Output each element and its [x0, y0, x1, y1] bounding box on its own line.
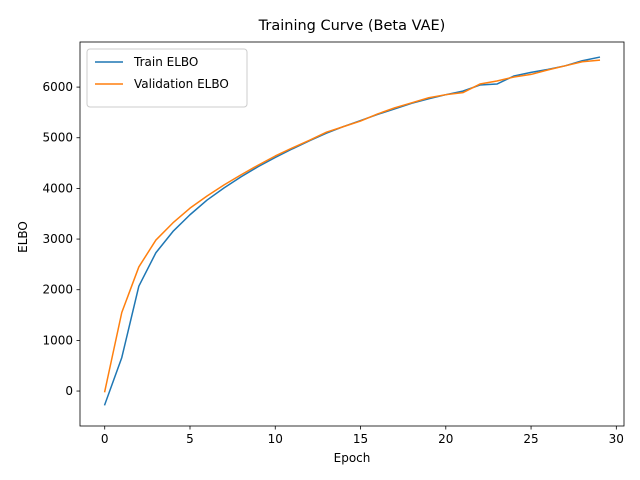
x-tick-label: 0	[101, 432, 109, 446]
series-line-1	[103, 59, 601, 393]
chart-title: Training Curve (Beta VAE)	[258, 18, 446, 34]
x-tick-label: 25	[523, 432, 538, 446]
y-axis-label: ELBO	[16, 221, 30, 253]
legend-label-0: Train ELBO	[133, 55, 198, 69]
y-tick-label: 3000	[42, 232, 73, 246]
x-tick-label: 5	[186, 432, 194, 446]
legend-label-1: Validation ELBO	[134, 77, 229, 91]
x-axis-label: Epoch	[334, 451, 371, 465]
plot-frame	[79, 41, 625, 427]
x-tick-label: 10	[268, 432, 283, 446]
legend-box	[86, 48, 248, 108]
y-tick-label: 6000	[42, 80, 73, 94]
y-tick-label: 2000	[42, 283, 73, 297]
y-tick-label: 4000	[42, 181, 73, 195]
series-line-0	[103, 56, 601, 406]
x-tick-label: 30	[609, 432, 624, 446]
x-tick-label: 15	[353, 432, 368, 446]
x-tick-label: 20	[438, 432, 453, 446]
y-tick-label: 0	[65, 384, 73, 398]
y-tick-label: 5000	[42, 131, 73, 145]
y-tick-label: 1000	[42, 333, 73, 347]
